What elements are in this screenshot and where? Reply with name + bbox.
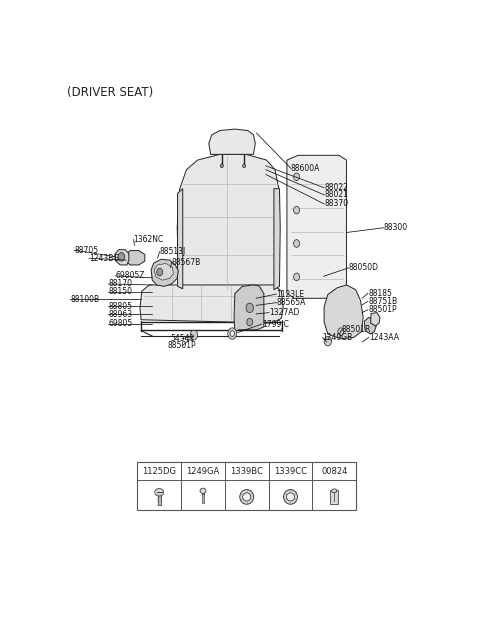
Text: 88567B: 88567B	[172, 258, 201, 267]
Text: 54541: 54541	[170, 334, 194, 344]
Circle shape	[190, 330, 198, 340]
Polygon shape	[287, 155, 347, 298]
Text: 69805: 69805	[108, 319, 132, 328]
Text: 69805Z: 69805Z	[115, 271, 144, 280]
Text: 88170: 88170	[108, 280, 132, 288]
Circle shape	[220, 164, 223, 168]
FancyBboxPatch shape	[330, 490, 338, 504]
Ellipse shape	[287, 493, 295, 501]
Text: 1123LE: 1123LE	[276, 290, 305, 298]
Circle shape	[294, 173, 300, 181]
Ellipse shape	[200, 488, 206, 493]
Circle shape	[230, 331, 234, 336]
Polygon shape	[140, 285, 283, 323]
Text: 1125DG: 1125DG	[142, 467, 176, 476]
Polygon shape	[234, 285, 264, 332]
Circle shape	[246, 303, 253, 313]
Text: 88600A: 88600A	[290, 163, 320, 173]
Text: 88150: 88150	[108, 287, 132, 296]
Text: 88100B: 88100B	[71, 295, 99, 304]
Circle shape	[157, 268, 163, 276]
FancyBboxPatch shape	[157, 493, 161, 505]
Text: 1799JC: 1799JC	[262, 319, 289, 329]
Text: 88021: 88021	[324, 191, 348, 199]
Text: 1249GB: 1249GB	[323, 333, 353, 342]
Text: 88022: 88022	[324, 183, 348, 193]
FancyBboxPatch shape	[137, 462, 356, 510]
Circle shape	[324, 336, 332, 346]
Ellipse shape	[240, 490, 254, 504]
Ellipse shape	[155, 488, 164, 496]
Text: 88751B: 88751B	[368, 297, 397, 306]
Polygon shape	[371, 313, 380, 326]
Ellipse shape	[243, 493, 251, 501]
Circle shape	[247, 318, 252, 326]
Polygon shape	[126, 251, 145, 265]
Polygon shape	[364, 318, 376, 334]
Text: 88185: 88185	[368, 288, 392, 298]
Circle shape	[294, 206, 300, 214]
Text: 88705: 88705	[74, 246, 98, 254]
Text: 1243BG: 1243BG	[89, 254, 119, 262]
Text: 88501P: 88501P	[168, 342, 196, 350]
Text: 88805: 88805	[108, 302, 132, 311]
Text: (DRIVER SEAT): (DRIVER SEAT)	[67, 86, 154, 99]
Circle shape	[228, 328, 237, 339]
Text: 88300: 88300	[384, 223, 408, 232]
Ellipse shape	[284, 490, 298, 504]
Text: 88501P: 88501P	[368, 305, 396, 314]
Text: 1339BC: 1339BC	[230, 467, 263, 476]
Text: 1327AD: 1327AD	[269, 308, 300, 317]
Polygon shape	[274, 189, 280, 290]
Text: 1243AA: 1243AA	[369, 333, 399, 342]
Circle shape	[294, 240, 300, 248]
FancyBboxPatch shape	[202, 494, 204, 503]
Circle shape	[294, 273, 300, 280]
Polygon shape	[177, 154, 279, 293]
Polygon shape	[209, 129, 255, 154]
Text: 88513J: 88513J	[160, 247, 186, 256]
Text: 1362NC: 1362NC	[133, 235, 164, 244]
Polygon shape	[151, 259, 178, 287]
Text: 1249GA: 1249GA	[186, 467, 220, 476]
Text: 00824: 00824	[321, 467, 348, 476]
Ellipse shape	[332, 489, 337, 493]
Circle shape	[243, 164, 246, 168]
Polygon shape	[178, 189, 183, 288]
Polygon shape	[115, 249, 129, 265]
Text: 1339CC: 1339CC	[274, 467, 307, 476]
Polygon shape	[324, 285, 363, 339]
Circle shape	[118, 253, 125, 261]
Text: 88963: 88963	[108, 310, 132, 319]
FancyBboxPatch shape	[202, 491, 204, 494]
Text: 88370: 88370	[324, 199, 348, 209]
Polygon shape	[154, 264, 173, 280]
Text: 88501R: 88501R	[342, 325, 371, 334]
Text: 88565A: 88565A	[276, 298, 306, 307]
Circle shape	[338, 328, 344, 335]
Text: 88050D: 88050D	[348, 263, 379, 272]
